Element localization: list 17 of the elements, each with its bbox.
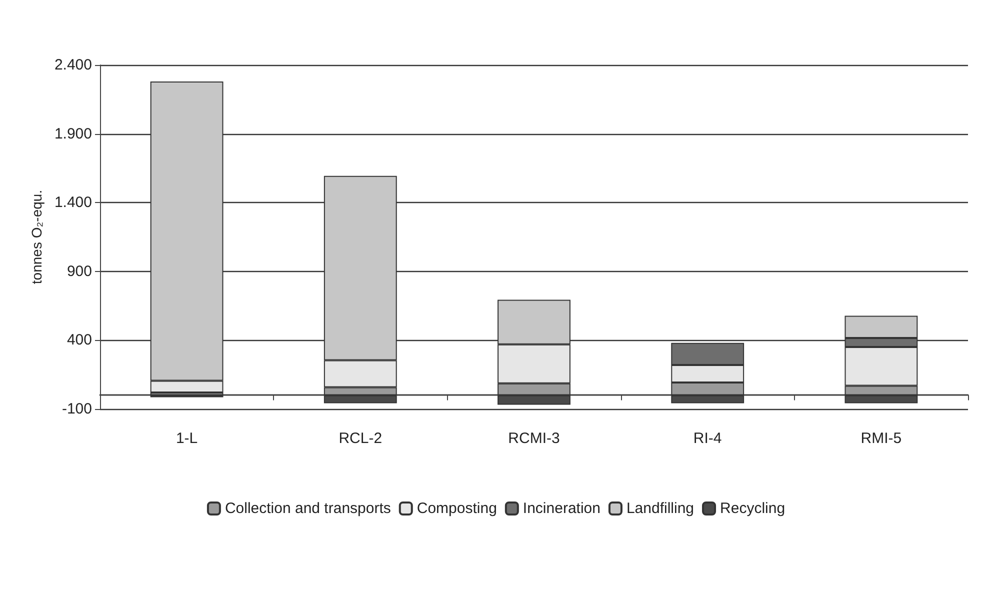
x-tick-label: RMI-5 bbox=[860, 430, 902, 447]
legend-label: Incineration bbox=[522, 500, 600, 517]
y-tick-label: 900 bbox=[66, 262, 92, 280]
legend-label: Collection and transports bbox=[224, 500, 391, 517]
x-tick-label: RCL-2 bbox=[338, 430, 382, 447]
y-tick-label: 400 bbox=[66, 332, 92, 349]
y-tick-label: 1.400 bbox=[54, 194, 92, 212]
legend-label: Recycling bbox=[720, 500, 786, 517]
x-tick-label: RI-4 bbox=[693, 430, 722, 447]
x-tick-label: RCMI-3 bbox=[508, 430, 560, 447]
legend-label: Composting bbox=[416, 500, 497, 517]
y-tick-label: 1.900 bbox=[54, 125, 92, 142]
y-tick-label: -100 bbox=[62, 400, 92, 418]
legend-label: Landfilling bbox=[626, 500, 694, 517]
y-axis-title: tonnes O₂-equ. bbox=[28, 190, 45, 284]
x-tick-label: 1-L bbox=[176, 430, 198, 447]
y-tick-label: 2.400 bbox=[54, 56, 92, 74]
